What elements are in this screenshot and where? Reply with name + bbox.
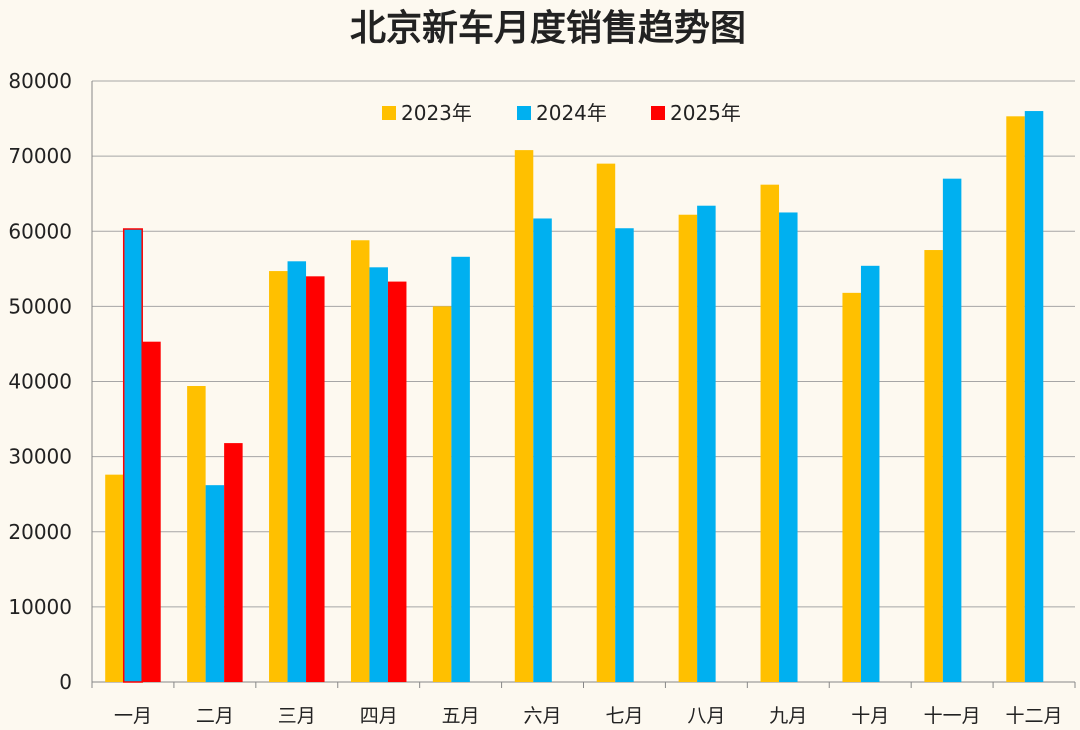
x-tick-label: 四月 [360,705,398,727]
bar [1024,111,1044,683]
bar [678,214,698,682]
bar [924,250,943,682]
bar [287,261,307,682]
y-tick-label: 0 [59,670,72,694]
bar [697,205,716,682]
bar-highlighted [122,228,143,683]
y-tick-label: 60000 [8,219,72,243]
y-tick-label: 10000 [8,595,72,619]
x-tick-label: 二月 [196,705,234,727]
chart-title: 北京新车月度销售趋势图 [350,7,746,49]
x-tick-label: 六月 [524,705,562,727]
legend-label: 2024年 [536,101,607,125]
x-tick-label: 十一月 [924,705,981,727]
bar [942,178,962,682]
x-tick-label: 十二月 [1006,705,1063,727]
bar [224,443,243,682]
bar [860,265,880,682]
x-tick-label: 八月 [687,705,725,727]
bar [596,163,616,682]
bar [350,240,370,682]
bar [615,228,634,682]
bar [533,218,552,682]
bar [369,267,388,682]
y-tick-label: 30000 [8,445,72,469]
legend-swatch [517,106,531,120]
legend-label: 2023年 [401,101,472,125]
bar [514,150,534,683]
x-tick-label: 五月 [442,705,480,727]
bar [306,276,325,682]
y-tick-label: 80000 [8,69,72,93]
bar [779,212,798,682]
x-tick-label: 七月 [605,705,643,727]
bar [1006,116,1025,683]
x-tick-label: 三月 [278,705,316,727]
bar [760,184,780,683]
grid-layer [92,80,1075,608]
legend-label: 2025年 [670,101,741,125]
bar [205,485,225,682]
bar [105,474,124,682]
bar [451,256,470,682]
bar [187,386,206,682]
y-tick-label: 20000 [8,520,72,544]
bar [842,292,861,682]
bar [269,271,288,682]
x-tick-label: 十月 [851,705,889,727]
y-tick-label: 40000 [8,370,72,394]
bar [387,281,407,682]
x-tick-label: 一月 [114,705,152,727]
legend-swatch [651,106,665,120]
bar [142,341,161,682]
legend-swatch [382,106,396,120]
x-tick-label: 九月 [769,705,807,727]
axis-layer: 0 10000 20000 30000 40000 50000 60000 70000 8000… [8,69,1076,727]
legend: 2023年 2024年 2025年 [382,101,741,125]
bar [432,306,452,682]
bar-layer [105,111,1044,683]
y-tick-label: 50000 [8,294,72,318]
y-tick-label: 70000 [8,144,72,168]
